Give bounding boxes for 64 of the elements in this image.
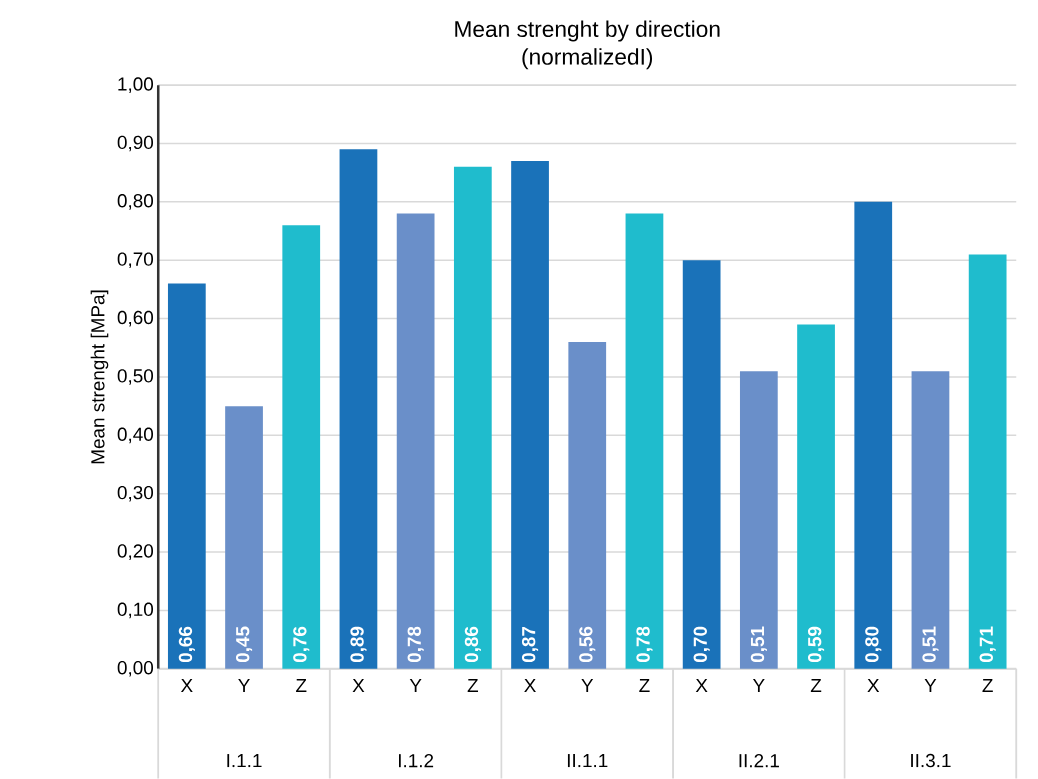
bar <box>167 283 206 669</box>
bar <box>797 324 835 669</box>
x-tick-label: Y <box>924 678 937 692</box>
x-tick-label: X <box>180 678 193 692</box>
chart-title: Mean strenght by direction <box>455 20 720 42</box>
y-tick-label: 0,60 <box>117 310 154 327</box>
data-label: 0,66 <box>178 626 195 662</box>
y-tick-label: 0,20 <box>117 544 154 560</box>
y-tick-label: 0,70 <box>117 252 154 268</box>
data-label: 0,87 <box>521 626 539 662</box>
data-label: 0,78 <box>407 626 424 662</box>
bar <box>282 224 321 669</box>
data-label: 0,76 <box>293 626 310 662</box>
bar <box>396 213 435 669</box>
y-tick-label: 0,50 <box>117 368 154 385</box>
bar <box>968 254 1007 669</box>
text: I.1.1 <box>227 753 262 767</box>
x-tick-label: Y <box>238 678 250 692</box>
x-tick-label: Y <box>581 678 594 692</box>
text: II.3.1 <box>911 753 951 768</box>
bar <box>625 213 664 669</box>
x-tick-label: Z <box>982 678 993 692</box>
data-label: 0,71 <box>979 626 996 662</box>
data-label: 0,80 <box>865 626 882 662</box>
bar <box>568 341 607 669</box>
y-tick-label: 1,00 <box>118 77 154 93</box>
data-label: 0,86 <box>464 626 481 662</box>
x-tick-label: Z <box>810 678 822 692</box>
text: II.2.1 <box>739 753 779 767</box>
x-tick-label: X <box>867 678 880 692</box>
x-tick-label: Z <box>639 678 650 692</box>
x-tick-label: X <box>352 678 365 692</box>
x-tick-label: Y <box>409 678 422 692</box>
text: I.1.2 <box>398 753 434 767</box>
y-tick-label: 0,80 <box>117 193 154 210</box>
data-label: 0,51 <box>922 626 939 662</box>
y-tick-label: 0,10 <box>117 602 154 619</box>
data-label: 0,51 <box>750 626 767 662</box>
data-label: 0,59 <box>807 626 825 662</box>
bar <box>911 370 950 669</box>
bar <box>453 166 492 669</box>
y-tick-label: 0,90 <box>117 135 154 152</box>
y-axis-title: Mean strenght [MPa] <box>90 290 109 463</box>
bar <box>511 160 549 669</box>
text: II.1.1 <box>567 753 608 767</box>
bar <box>339 149 378 669</box>
data-label: 0,70 <box>693 626 710 662</box>
bar <box>682 260 721 669</box>
data-label: 0,45 <box>235 626 253 662</box>
x-tick-label: Z <box>296 678 307 692</box>
y-tick-label: 0,30 <box>117 485 154 502</box>
x-tick-label: X <box>695 678 708 692</box>
y-tick-label: 0,00 <box>117 660 154 677</box>
data-label: 0,78 <box>636 626 653 662</box>
bar <box>739 370 778 669</box>
data-label: 0,56 <box>579 626 596 662</box>
bar <box>225 405 263 669</box>
y-tick-label: 0,40 <box>117 427 154 443</box>
x-tick-label: X <box>524 678 536 692</box>
data-label: 0,89 <box>350 626 367 662</box>
x-tick-label: Y <box>752 678 765 692</box>
x-tick-label: Z <box>467 678 479 692</box>
bar <box>854 201 893 669</box>
chart-subtitle: (normalizedI) <box>522 47 653 70</box>
